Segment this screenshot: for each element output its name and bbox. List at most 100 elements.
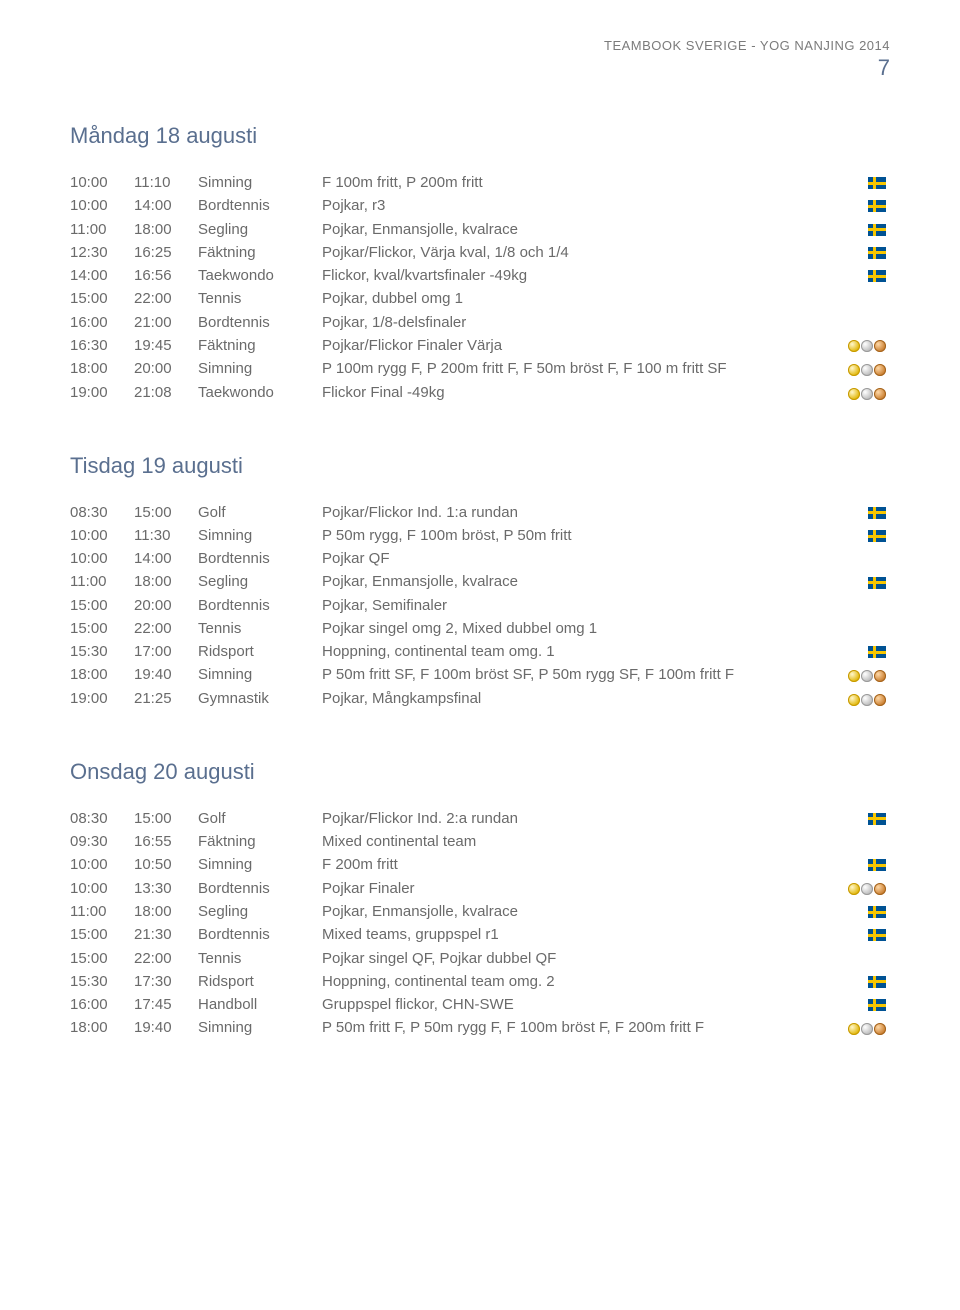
sport-name: Bordtennis — [198, 194, 322, 217]
sweden-flag-icon — [868, 530, 886, 542]
end-time: 18:00 — [134, 900, 198, 923]
row-icon-cell — [826, 241, 890, 264]
event-description: Pojkar/Flickor Ind. 2:a rundan — [322, 807, 826, 830]
sport-name: Taekwondo — [198, 264, 322, 287]
end-time: 11:30 — [134, 524, 198, 547]
sport-name: Fäktning — [198, 830, 322, 853]
sport-name: Segling — [198, 218, 322, 241]
sport-name: Handboll — [198, 993, 322, 1016]
row-icon-cell — [826, 381, 890, 405]
event-description: P 100m rygg F, P 200m fritt F, F 50m brö… — [322, 357, 826, 381]
row-icon-cell — [826, 970, 890, 993]
day-heading: Onsdag 20 augusti — [70, 759, 890, 785]
start-time: 15:00 — [70, 617, 134, 640]
end-time: 11:10 — [134, 171, 198, 194]
table-row: 15:0021:30BordtennisMixed teams, gruppsp… — [70, 923, 890, 946]
row-icon-cell — [826, 334, 890, 358]
row-icon-cell — [826, 617, 890, 640]
table-row: 08:3015:00GolfPojkar/Flickor Ind. 2:a ru… — [70, 807, 890, 830]
event-description: Pojkar Finaler — [322, 877, 826, 901]
end-time: 17:45 — [134, 993, 198, 1016]
sport-name: Ridsport — [198, 970, 322, 993]
end-time: 20:00 — [134, 357, 198, 381]
row-icon-cell — [826, 171, 890, 194]
table-row: 12:3016:25FäktningPojkar/Flickor, Värja … — [70, 241, 890, 264]
sport-name: Simning — [198, 853, 322, 876]
day-heading: Måndag 18 augusti — [70, 123, 890, 149]
table-row: 10:0010:50SimningF 200m fritt — [70, 853, 890, 876]
end-time: 15:00 — [134, 501, 198, 524]
table-row: 16:0017:45HandbollGruppspel flickor, CHN… — [70, 993, 890, 1016]
event-description: P 50m rygg, F 100m bröst, P 50m fritt — [322, 524, 826, 547]
table-row: 08:3015:00GolfPojkar/Flickor Ind. 1:a ru… — [70, 501, 890, 524]
row-icon-cell — [826, 807, 890, 830]
sport-name: Golf — [198, 501, 322, 524]
start-time: 09:30 — [70, 830, 134, 853]
start-time: 18:00 — [70, 1016, 134, 1040]
table-row: 10:0014:00BordtennisPojkar, r3 — [70, 194, 890, 217]
start-time: 15:00 — [70, 923, 134, 946]
event-description: F 100m fritt, P 200m fritt — [322, 171, 826, 194]
event-description: Pojkar, dubbel omg 1 — [322, 287, 826, 310]
row-icon-cell — [826, 218, 890, 241]
event-description: Hoppning, continental team omg. 2 — [322, 970, 826, 993]
start-time: 10:00 — [70, 171, 134, 194]
sport-name: Tennis — [198, 617, 322, 640]
event-description: Pojkar, r3 — [322, 194, 826, 217]
table-row: 18:0019:40SimningP 50m fritt SF, F 100m … — [70, 663, 890, 687]
end-time: 19:45 — [134, 334, 198, 358]
schedule-table: 10:0011:10SimningF 100m fritt, P 200m fr… — [70, 171, 890, 405]
table-row: 11:0018:00SeglingPojkar, Enmansjolle, kv… — [70, 900, 890, 923]
row-icon-cell — [826, 687, 890, 711]
table-row: 14:0016:56TaekwondoFlickor, kval/kvartsf… — [70, 264, 890, 287]
start-time: 10:00 — [70, 524, 134, 547]
day-section: Måndag 18 augusti 10:0011:10SimningF 100m… — [70, 123, 890, 405]
event-description: Pojkar, Enmansjolle, kvalrace — [322, 570, 826, 593]
event-description: Pojkar, Enmansjolle, kvalrace — [322, 218, 826, 241]
end-time: 16:55 — [134, 830, 198, 853]
table-row: 16:0021:00BordtennisPojkar, 1/8-delsfina… — [70, 311, 890, 334]
sport-name: Simning — [198, 171, 322, 194]
schedule-table: 08:3015:00GolfPojkar/Flickor Ind. 2:a ru… — [70, 807, 890, 1040]
schedule-table: 08:3015:00GolfPojkar/Flickor Ind. 1:a ru… — [70, 501, 890, 711]
row-icon-cell — [826, 524, 890, 547]
medals-icon — [847, 877, 886, 900]
row-icon-cell — [826, 663, 890, 687]
medals-icon — [847, 381, 886, 404]
table-row: 15:3017:30RidsportHoppning, continental … — [70, 970, 890, 993]
start-time: 15:00 — [70, 594, 134, 617]
sweden-flag-icon — [868, 929, 886, 941]
sport-name: Fäktning — [198, 241, 322, 264]
event-description: Mixed teams, gruppspel r1 — [322, 923, 826, 946]
end-time: 21:08 — [134, 381, 198, 405]
row-icon-cell — [826, 640, 890, 663]
event-description: Mixed continental team — [322, 830, 826, 853]
table-row: 10:0011:30SimningP 50m rygg, F 100m brös… — [70, 524, 890, 547]
sport-name: Simning — [198, 524, 322, 547]
sport-name: Ridsport — [198, 640, 322, 663]
row-icon-cell — [826, 993, 890, 1016]
end-time: 22:00 — [134, 947, 198, 970]
start-time: 18:00 — [70, 663, 134, 687]
day-section: Tisdag 19 augusti08:3015:00GolfPojkar/Fl… — [70, 453, 890, 711]
sweden-flag-icon — [868, 247, 886, 259]
row-icon-cell — [826, 830, 890, 853]
medals-icon — [847, 334, 886, 357]
event-description: Pojkar, 1/8-delsfinaler — [322, 311, 826, 334]
sport-name: Tennis — [198, 947, 322, 970]
sport-name: Simning — [198, 1016, 322, 1040]
start-time: 11:00 — [70, 218, 134, 241]
event-description: Pojkar singel QF, Pojkar dubbel QF — [322, 947, 826, 970]
row-icon-cell — [826, 570, 890, 593]
row-icon-cell — [826, 594, 890, 617]
sport-name: Bordtennis — [198, 311, 322, 334]
event-description: F 200m fritt — [322, 853, 826, 876]
sport-name: Simning — [198, 663, 322, 687]
table-row: 15:0020:00BordtennisPojkar, Semifinaler — [70, 594, 890, 617]
table-row: 15:3017:00RidsportHoppning, continental … — [70, 640, 890, 663]
sweden-flag-icon — [868, 577, 886, 589]
table-row: 18:0020:00SimningP 100m rygg F, P 200m f… — [70, 357, 890, 381]
event-description: Pojkar/Flickor Ind. 1:a rundan — [322, 501, 826, 524]
end-time: 18:00 — [134, 570, 198, 593]
start-time: 10:00 — [70, 547, 134, 570]
